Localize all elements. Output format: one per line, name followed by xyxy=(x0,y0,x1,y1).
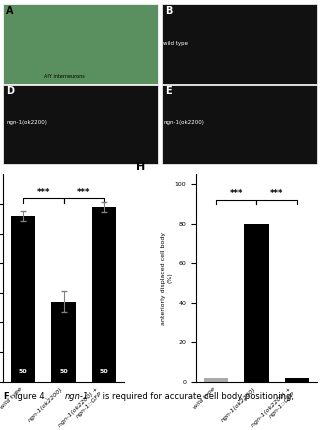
Text: 50: 50 xyxy=(59,369,68,375)
Y-axis label: anteriorly displaced cell body
(%): anteriorly displaced cell body (%) xyxy=(161,231,172,325)
Text: ngn-1(ok2200): ngn-1(ok2200) xyxy=(6,120,47,126)
Bar xyxy=(52,301,76,381)
Text: ***: *** xyxy=(37,188,50,197)
Text: E: E xyxy=(165,86,171,95)
Bar xyxy=(162,85,317,164)
Text: 50: 50 xyxy=(100,369,108,375)
Text: is required for accurate cell body positioning,: is required for accurate cell body posit… xyxy=(100,392,294,401)
Text: A: A xyxy=(6,6,14,16)
Text: ***: *** xyxy=(77,188,90,197)
Text: ngn-1: ngn-1 xyxy=(64,392,89,401)
Bar xyxy=(3,85,158,164)
Text: wild type: wild type xyxy=(163,41,188,46)
Bar xyxy=(92,207,116,381)
Text: H: H xyxy=(136,162,145,172)
Text: D: D xyxy=(6,86,14,95)
Text: ***: *** xyxy=(230,189,243,198)
Bar xyxy=(204,378,228,381)
Bar xyxy=(244,224,268,381)
Text: F: F xyxy=(3,392,9,401)
Bar xyxy=(162,4,317,84)
Bar xyxy=(284,378,309,381)
Text: igure 4.: igure 4. xyxy=(15,392,50,401)
Text: AIY interneurons: AIY interneurons xyxy=(44,74,85,79)
Text: B: B xyxy=(165,6,172,16)
Bar xyxy=(3,4,158,84)
Bar xyxy=(11,216,36,381)
Text: ***: *** xyxy=(270,189,283,198)
Text: ngn-1(ok2200): ngn-1(ok2200) xyxy=(163,120,204,126)
Text: 50: 50 xyxy=(19,369,28,375)
